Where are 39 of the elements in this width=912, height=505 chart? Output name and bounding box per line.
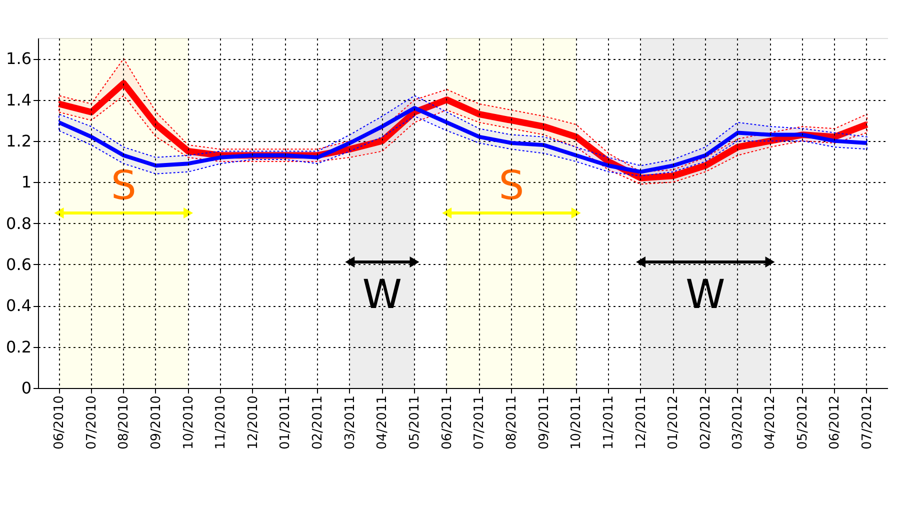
x-tick-label: 08/2010 <box>116 396 132 450</box>
x-tick-label: 10/2011 <box>569 396 584 450</box>
x-tick-label: 06/2011 <box>440 396 455 450</box>
band-label: W <box>362 272 402 318</box>
x-tick-label: 09/2010 <box>148 396 164 450</box>
x-tick-label: 09/2011 <box>536 396 552 450</box>
x-tick-label: 07/2012 <box>860 396 875 450</box>
x-tick-label: 04/2012 <box>763 396 778 450</box>
y-tick-label: 0.2 <box>6 337 32 356</box>
x-tick-label: 05/2011 <box>408 396 423 450</box>
x-tick-label: 02/2012 <box>698 396 714 450</box>
x-tick-label: 02/2011 <box>310 396 326 450</box>
band-label: S <box>498 163 524 209</box>
y-tick-label: 0.8 <box>6 214 32 233</box>
y-tick-label: 1.2 <box>6 131 32 150</box>
y-tick-label: 0.4 <box>6 296 32 316</box>
x-tick-label: 01/2011 <box>278 396 294 450</box>
x-tick-label: 05/2012 <box>795 396 810 450</box>
y-tick-label: 1.4 <box>6 90 32 110</box>
y-tick-label: 0 <box>21 378 32 398</box>
x-tick-label: 10/2010 <box>181 396 196 450</box>
band-label: S <box>110 163 136 209</box>
band-label: W <box>686 272 726 318</box>
x-tick-label: 08/2011 <box>504 396 520 450</box>
y-tick-label: 1 <box>21 172 32 192</box>
x-tick-label: 06/2012 <box>828 396 843 450</box>
x-tick-label: 04/2011 <box>375 396 390 450</box>
x-tick-label: 03/2011 <box>342 396 358 450</box>
x-tick-label: 07/2011 <box>472 396 488 450</box>
y-tick-label: 1.6 <box>6 49 32 68</box>
x-tick-label: 11/2010 <box>214 396 229 450</box>
x-tick-label: 03/2012 <box>730 396 746 450</box>
x-tick-label: 01/2012 <box>666 396 682 450</box>
x-tick-label: 06/2010 <box>52 396 68 450</box>
x-tick-label: 11/2011 <box>601 396 616 450</box>
y-tick-label: 0.6 <box>6 254 32 274</box>
x-tick-label: 07/2010 <box>84 396 100 450</box>
x-tick-label: 12/2010 <box>246 396 261 450</box>
x-tick-label: 12/2011 <box>634 396 649 450</box>
